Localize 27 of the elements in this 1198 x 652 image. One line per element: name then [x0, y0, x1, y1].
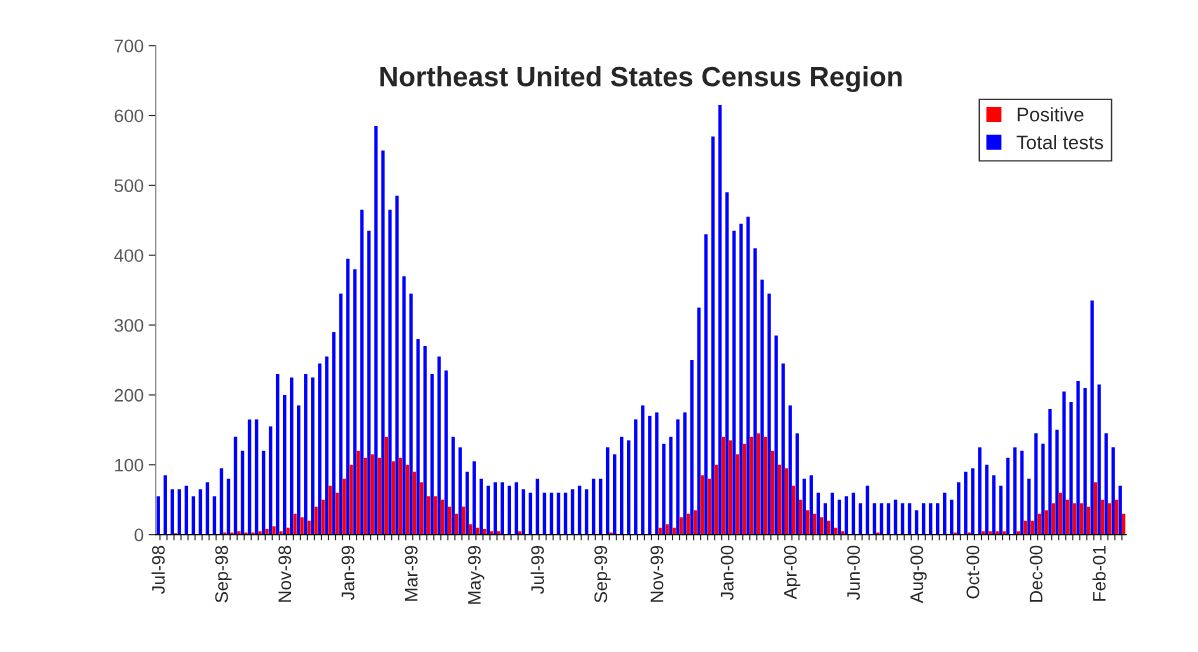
y-tick-label: 600: [114, 109, 144, 123]
x-tick-label: Aug-00: [910, 545, 927, 604]
x-tick-label: Nov-98: [278, 545, 292, 602]
x-tick-label: Jun-00: [847, 545, 860, 600]
legend-label: Total tests: [1016, 135, 1104, 150]
x-tick-label: Oct-00: [966, 545, 980, 599]
y-tick-label: 0: [134, 528, 144, 542]
x-tick-label: Mar-99: [404, 545, 418, 601]
y-tick-label: 400: [114, 249, 144, 262]
y-tick-label: 300: [114, 319, 144, 332]
x-tick-label: Nov-99: [650, 545, 664, 602]
legend-label: Positive: [1017, 107, 1084, 122]
x-tick-label: Sep-99: [594, 545, 611, 603]
x-tick-label: Jul-98: [151, 545, 165, 594]
y-tick-label: 700: [114, 39, 144, 53]
x-tick-label: Jan-99: [341, 545, 355, 600]
y-tick-label: 500: [114, 179, 144, 193]
x-tick-label: Jan-00: [720, 545, 734, 600]
y-tick-label: 200: [114, 388, 144, 402]
x-tick-label: May-99: [467, 545, 485, 604]
x-tick-label: Feb-01: [1092, 545, 1106, 601]
x-tick-label: Apr-00: [783, 545, 801, 600]
x-tick-label: Dec-00: [1029, 545, 1043, 602]
y-tick-label: 100: [115, 458, 144, 472]
x-tick-label: Sep-98: [215, 545, 232, 603]
text: Northeast United States Census Region: [380, 66, 902, 93]
x-tick-label: Jul-99: [530, 545, 544, 594]
